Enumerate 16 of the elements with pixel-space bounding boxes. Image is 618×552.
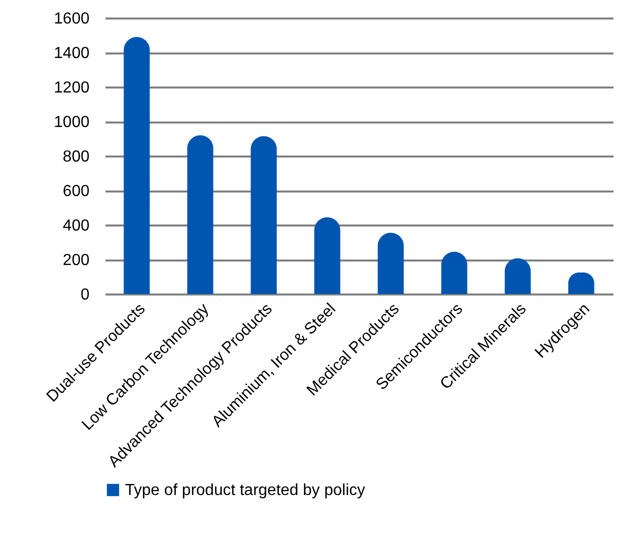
y-tick-label: 200: [62, 252, 90, 269]
y-tick-label: 400: [62, 218, 90, 234]
y-tick-label: 1600: [54, 10, 90, 28]
y-tick-label: 800: [62, 148, 90, 166]
y-tick-label: 1200: [54, 80, 90, 96]
bar: [441, 252, 468, 294]
bar: [378, 232, 404, 294]
y-tick-label: 600: [62, 183, 90, 200]
bar: [124, 36, 150, 294]
bar: [314, 217, 340, 294]
bar: [250, 136, 277, 294]
y-tick-label: 1000: [54, 114, 90, 131]
y-tick-label: 0: [80, 286, 90, 304]
y-tick-label: 1400: [54, 45, 90, 62]
legend-label: Type of product targeted by policy: [125, 482, 366, 499]
bar: [187, 135, 214, 294]
